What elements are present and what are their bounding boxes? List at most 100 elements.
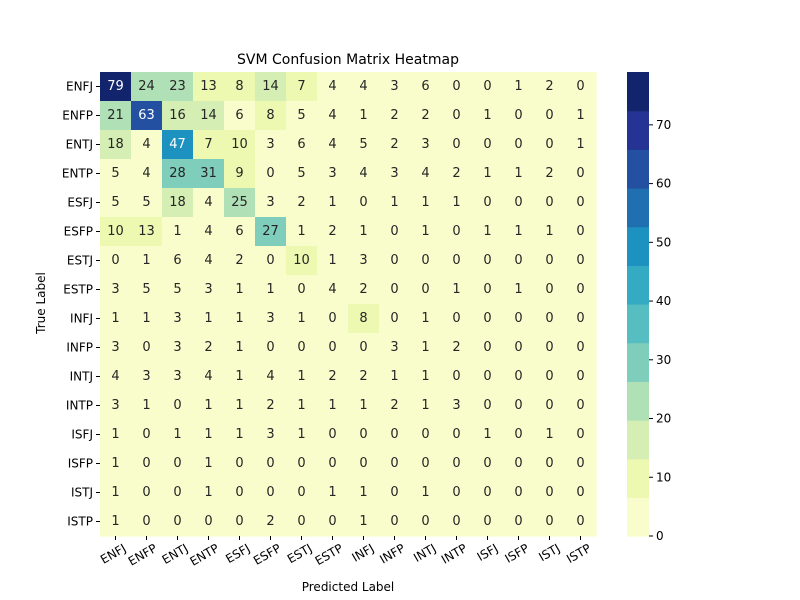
heatmap-cell (224, 420, 256, 450)
heatmap-cell (534, 159, 566, 189)
y-tick-label: ENTP (62, 167, 93, 181)
heatmap-cell (317, 420, 349, 450)
heatmap-cell (224, 188, 256, 218)
cell-value-label: 10 (293, 253, 310, 268)
cell-value-label: 3 (421, 137, 429, 152)
heatmap-cell (193, 304, 225, 334)
cell-value-label: 1 (452, 282, 460, 297)
heatmap-cell (565, 391, 597, 421)
heatmap-cell (317, 72, 349, 102)
colorbar-step (627, 381, 649, 421)
heatmap-cell (410, 130, 442, 160)
heatmap-cell (100, 72, 132, 102)
heatmap-cell (193, 333, 225, 363)
heatmap-cell (255, 478, 287, 508)
cell-value-label: 7 (204, 137, 212, 152)
cell-value-label: 0 (173, 398, 181, 413)
y-tick-label: ISFP (68, 457, 93, 471)
heatmap-cell (410, 333, 442, 363)
heatmap-cell (441, 507, 473, 537)
cell-value-label: 0 (390, 311, 398, 326)
heatmap-cell (317, 478, 349, 508)
heatmap-cell (472, 159, 504, 189)
cell-value-label: 27 (262, 224, 279, 239)
cell-value-label: 47 (169, 137, 186, 152)
heatmap-cell (348, 246, 380, 276)
heatmap-cell (503, 333, 535, 363)
cell-value-label: 3 (328, 166, 336, 181)
cell-value-label: 1 (359, 224, 367, 239)
heatmap-cell (131, 391, 163, 421)
heatmap-cell (255, 391, 287, 421)
heatmap-cell (100, 333, 132, 363)
cell-value-label: 1 (235, 282, 243, 297)
cell-value-label: 0 (266, 166, 274, 181)
cell-value-label: 3 (173, 340, 181, 355)
cell-value-label: 1 (390, 369, 398, 384)
y-tick-label: ISTP (67, 515, 93, 529)
cell-value-label: 2 (452, 166, 460, 181)
heatmap-cell (503, 188, 535, 218)
y-axis: ENFJ ENFP ENTJ ENTP ESFJ ESFP ESTJ ESTP INFJ INFP… (62, 80, 100, 529)
cell-value-label: 5 (359, 137, 367, 152)
cell-value-label: 0 (142, 485, 150, 500)
colorbar (627, 72, 649, 537)
heatmap-annotations: 79 24 23 13 8 14 7 4 4 3 6 0 0 1 2 021 63 16 14 6 8 5 4 1 2 2 0 1 0 0… (107, 79, 584, 529)
cell-value-label: 0 (514, 195, 522, 210)
heatmap-cell (255, 275, 287, 305)
heatmap-cell (534, 246, 566, 276)
cell-value-label: 1 (297, 427, 305, 442)
cell-value-label: 3 (266, 311, 274, 326)
heatmap-cell (317, 101, 349, 131)
cell-value-label: 1 (421, 369, 429, 384)
colorbar-tick-label: 10 (656, 470, 671, 484)
heatmap-cell (100, 478, 132, 508)
cell-value-label: 0 (452, 369, 460, 384)
heatmap-cell (131, 333, 163, 363)
cell-value-label: 14 (262, 79, 279, 94)
heatmap-cell (410, 275, 442, 305)
cell-value-label: 1 (576, 108, 584, 123)
heatmap-cell (255, 101, 287, 131)
cell-value-label: 9 (235, 166, 243, 181)
heatmap-cell (534, 188, 566, 218)
heatmap-cell (379, 304, 411, 334)
heatmap-cell (503, 362, 535, 392)
heatmap-cell (162, 304, 194, 334)
heatmap-cell (534, 362, 566, 392)
cell-value-label: 0 (514, 137, 522, 152)
cell-value-label: 0 (359, 195, 367, 210)
heatmap-cell (131, 304, 163, 334)
cell-value-label: 2 (204, 340, 212, 355)
heatmap-cell (441, 101, 473, 131)
cell-value-label: 4 (142, 137, 150, 152)
y-tick-label: INTP (66, 399, 93, 413)
heatmap-cell (317, 391, 349, 421)
heatmap-cell (193, 72, 225, 102)
heatmap-cell (162, 362, 194, 392)
cell-value-label: 1 (483, 166, 491, 181)
cell-value-label: 1 (111, 311, 119, 326)
heatmap-cell (410, 420, 442, 450)
heatmap-cell (224, 217, 256, 247)
cell-value-label: 0 (452, 485, 460, 500)
colorbar-tick-label: 0 (656, 529, 664, 543)
heatmap-cell (317, 507, 349, 537)
cell-value-label: 0 (545, 369, 553, 384)
heatmap-cell (441, 130, 473, 160)
cell-value-label: 0 (514, 456, 522, 471)
heatmap-cell (534, 449, 566, 479)
heatmap-cell (534, 478, 566, 508)
heatmap-cell (100, 449, 132, 479)
heatmap-cell (100, 391, 132, 421)
cell-value-label: 0 (576, 224, 584, 239)
colorbar-tick-label: 20 (656, 412, 671, 426)
cell-value-label: 10 (231, 137, 248, 152)
cell-value-label: 0 (545, 253, 553, 268)
heatmap-cell (317, 362, 349, 392)
cell-value-label: 3 (266, 195, 274, 210)
heatmap-cell (503, 420, 535, 450)
heatmap-cell (193, 130, 225, 160)
cell-value-label: 1 (421, 224, 429, 239)
cell-value-label: 4 (204, 224, 212, 239)
